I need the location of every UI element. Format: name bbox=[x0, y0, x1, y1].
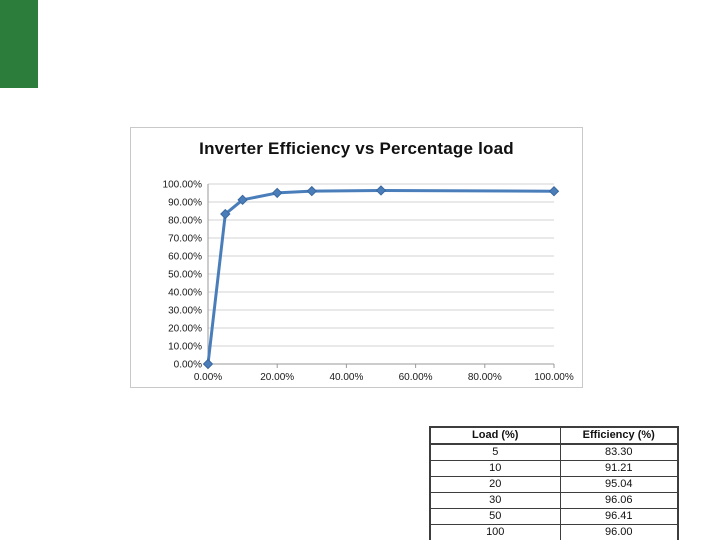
efficiency-data-table: Load (%) Efficiency (%) 5 83.30 10 91.21… bbox=[429, 426, 679, 540]
table-row: 100 96.00 bbox=[429, 524, 679, 540]
svg-text:80.00%: 80.00% bbox=[468, 372, 502, 383]
green-accent-block bbox=[0, 0, 38, 88]
efficiency-value: 96.41 bbox=[559, 508, 679, 525]
svg-text:60.00%: 60.00% bbox=[399, 372, 433, 383]
load-value: 50 bbox=[429, 508, 561, 525]
efficiency-value: 91.21 bbox=[559, 460, 679, 477]
load-value: 5 bbox=[429, 443, 561, 461]
load-value: 20 bbox=[429, 476, 561, 493]
svg-text:40.00%: 40.00% bbox=[168, 288, 202, 299]
svg-text:0.00%: 0.00% bbox=[194, 372, 222, 383]
svg-text:100.00%: 100.00% bbox=[534, 372, 574, 383]
svg-text:30.00%: 30.00% bbox=[168, 306, 202, 317]
load-column-header: Load (%) bbox=[429, 426, 561, 445]
svg-text:20.00%: 20.00% bbox=[168, 324, 202, 335]
svg-text:10.00%: 10.00% bbox=[168, 342, 202, 353]
svg-text:20.00%: 20.00% bbox=[260, 372, 294, 383]
svg-text:100.00%: 100.00% bbox=[163, 180, 203, 191]
efficiency-line-chart: 0.00% 10.00% 20.00% 30.00% 40.00% 50.00% 60.00… bbox=[163, 180, 574, 384]
svg-text:60.00%: 60.00% bbox=[168, 252, 202, 263]
svg-text:70.00%: 70.00% bbox=[168, 234, 202, 245]
table-row: 20 95.04 bbox=[429, 476, 679, 493]
svg-text:90.00%: 90.00% bbox=[168, 198, 202, 209]
table-row: 5 83.30 bbox=[429, 443, 679, 461]
table-row: 10 91.21 bbox=[429, 460, 679, 477]
svg-text:40.00%: 40.00% bbox=[329, 372, 363, 383]
svg-text:80.00%: 80.00% bbox=[168, 216, 202, 227]
efficiency-column-header: Efficiency (%) bbox=[559, 426, 679, 445]
table-header-row: Load (%) Efficiency (%) bbox=[429, 426, 679, 445]
svg-text:0.00%: 0.00% bbox=[174, 360, 202, 371]
chart-title: Inverter Efficiency vs Percentage load bbox=[199, 139, 514, 158]
efficiency-chart-panel: Inverter Efficiency vs Percentage load 0… bbox=[130, 127, 583, 388]
load-value: 100 bbox=[429, 524, 561, 540]
table-row: 30 96.06 bbox=[429, 492, 679, 509]
load-value: 10 bbox=[429, 460, 561, 477]
load-value: 30 bbox=[429, 492, 561, 509]
efficiency-value: 83.30 bbox=[559, 443, 679, 461]
efficiency-value: 95.04 bbox=[559, 476, 679, 493]
table-row: 50 96.41 bbox=[429, 508, 679, 525]
efficiency-value: 96.06 bbox=[559, 492, 679, 509]
svg-text:50.00%: 50.00% bbox=[168, 270, 202, 281]
efficiency-value: 96.00 bbox=[559, 524, 679, 540]
